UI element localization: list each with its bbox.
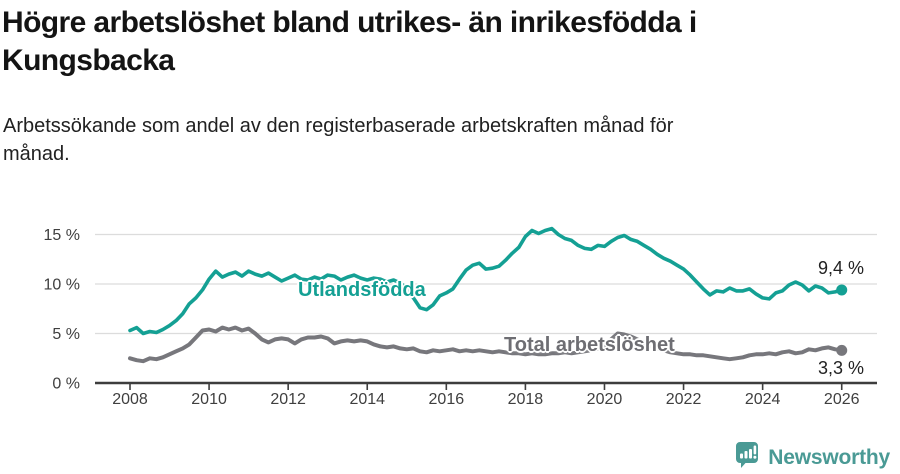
page-title: Högre arbetslöshet bland utrikes- än inr… <box>2 4 862 80</box>
end-value-label-utlandsfodda: 9,4 % <box>817 258 864 278</box>
svg-text:2016: 2016 <box>429 391 465 408</box>
subtitle-line-1: Arbetssökande som andel av den registerb… <box>3 115 674 137</box>
svg-text:2012: 2012 <box>270 391 306 408</box>
svg-text:2008: 2008 <box>112 391 148 408</box>
chart-subtitle: Arbetssökande som andel av den registerb… <box>3 112 863 168</box>
newsworthy-logo: Newsworthy <box>735 441 890 474</box>
newsworthy-bubble-chart-icon <box>735 441 759 474</box>
svg-text:2026: 2026 <box>824 391 860 408</box>
newsworthy-wordmark: Newsworthy <box>768 445 890 469</box>
svg-text:2010: 2010 <box>191 391 227 408</box>
title-line-1: Högre arbetslöshet bland utrikes- än inr… <box>2 6 697 39</box>
series-label-utlandsfodda: Utlandsfödda <box>298 279 426 301</box>
svg-text:2022: 2022 <box>666 391 702 408</box>
svg-text:15 %: 15 % <box>44 227 80 244</box>
svg-text:2014: 2014 <box>349 391 385 408</box>
subtitle-line-2: månad. <box>3 143 70 165</box>
svg-text:5 %: 5 % <box>52 326 80 343</box>
svg-text:2018: 2018 <box>508 391 544 408</box>
svg-text:10 %: 10 % <box>44 277 80 294</box>
title-line-2: Kungsbacka <box>2 44 175 77</box>
svg-text:0 %: 0 % <box>52 376 80 393</box>
series-label-total-arbetsloshet: Total arbetslöshet <box>504 334 675 356</box>
svg-text:2020: 2020 <box>587 391 623 408</box>
end-value-label-total: 3,3 % <box>817 358 864 378</box>
svg-text:2024: 2024 <box>745 391 781 408</box>
